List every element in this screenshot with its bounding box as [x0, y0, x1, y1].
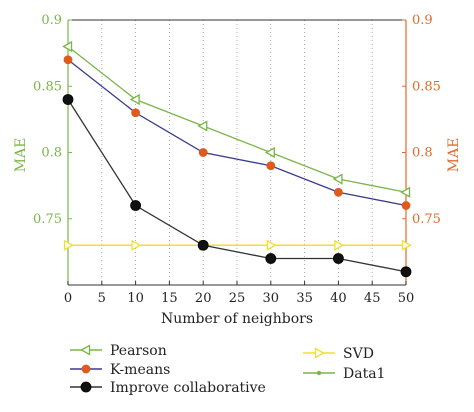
y-tick-label-left-0.8: 0.8: [41, 146, 62, 161]
y-tick-label-right-0.75: 0.75: [412, 212, 441, 227]
point-k-means-20: [198, 148, 208, 157]
point-pearson-0: [62, 40, 73, 53]
point-pearson-10: [129, 93, 140, 106]
legend-item-pearson: Pearson: [70, 343, 167, 359]
point-pearson-40: [332, 173, 343, 185]
point-k-means-0: [63, 55, 73, 65]
point-pearson-30: [264, 146, 275, 159]
point-k-means-10: [131, 108, 141, 118]
y-tick-label-left-0.75: 0.75: [33, 212, 62, 227]
x-tick-label-50: 50: [398, 291, 415, 306]
point-pearson-20: [197, 120, 208, 132]
legend-label-improve-collaborative: Improve collaborative: [110, 380, 266, 396]
legend-label-svd: SVD: [343, 346, 374, 362]
y-tick-label-left-0.85: 0.85: [33, 79, 62, 94]
series-line-k-means: [67, 59, 407, 207]
point-improve-collaborative-40: [332, 253, 344, 264]
legend-marker-k-means: [81, 364, 91, 374]
legend-marker-improve-collaborative: [80, 381, 92, 393]
x-tick-label-45: 45: [364, 291, 381, 306]
point-improve-collaborative-10: [130, 200, 142, 211]
point-improve-collaborative-30: [265, 253, 277, 264]
point-improve-collaborative-20: [197, 239, 209, 251]
point-k-means-40: [333, 187, 343, 197]
y-tick-label-left-0.9: 0.9: [41, 13, 62, 28]
series-svd: [63, 239, 412, 251]
x-tick-label-5: 5: [98, 291, 106, 306]
legend-item-improve-collaborative: Improve collaborative: [70, 380, 266, 396]
x-tick-label-20: 20: [195, 291, 212, 306]
series: [62, 40, 412, 278]
y-axis-title-left: MAE: [13, 138, 29, 173]
x-tick-label-35: 35: [296, 291, 313, 306]
x-tick-label-25: 25: [229, 291, 246, 306]
x-tick-label-10: 10: [127, 291, 144, 306]
series-line-pearson: [67, 45, 407, 193]
legend: Pearson K-means Improve collaborative SVD Da…: [70, 343, 385, 396]
point-svd-40: [334, 239, 345, 251]
x-tick-label-30: 30: [263, 291, 280, 306]
legend-item-data1: Data1: [303, 366, 385, 382]
point-k-means-50: [401, 201, 411, 210]
series-pearson: [62, 40, 411, 198]
legend-marker-pearson: [80, 344, 91, 356]
x-tick-label-0: 0: [64, 291, 72, 306]
series-k-means: [63, 55, 411, 210]
point-svd-30: [266, 239, 277, 251]
point-pearson-50: [400, 186, 411, 198]
x-tick-label-15: 15: [161, 291, 178, 306]
point-k-means-30: [266, 161, 276, 171]
legend-item-k-means: K-means: [70, 362, 170, 378]
y-axis-title-right: MAE: [446, 138, 462, 173]
series-line-improve-collaborative: [67, 99, 407, 273]
y-tick-label-right-0.85: 0.85: [412, 79, 441, 94]
point-svd-0: [63, 239, 74, 251]
y-tick-label-right-0.9: 0.9: [412, 13, 433, 28]
series-improve-collaborative: [62, 94, 412, 278]
legend-marker-data1: [316, 370, 322, 376]
point-svd-50: [401, 239, 412, 251]
legend-label-k-means: K-means: [110, 362, 170, 378]
x-tick-label-40: 40: [330, 291, 347, 306]
legend-marker-svd: [314, 347, 325, 359]
point-svd-10: [131, 239, 142, 251]
legend-item-svd: SVD: [303, 346, 374, 362]
ticks: 0 5 10 15 20 25 30 35 40 45 50 0.75 0.75 0.8 0.8 0.85 0.…: [33, 13, 441, 306]
point-improve-collaborative-50: [400, 266, 412, 278]
point-improve-collaborative-0: [62, 94, 74, 105]
x-axis-title: Number of neighbors: [161, 311, 313, 327]
y-tick-label-right-0.8: 0.8: [412, 146, 433, 161]
legend-label-data1: Data1: [343, 366, 385, 382]
legend-label-pearson: Pearson: [110, 343, 167, 359]
